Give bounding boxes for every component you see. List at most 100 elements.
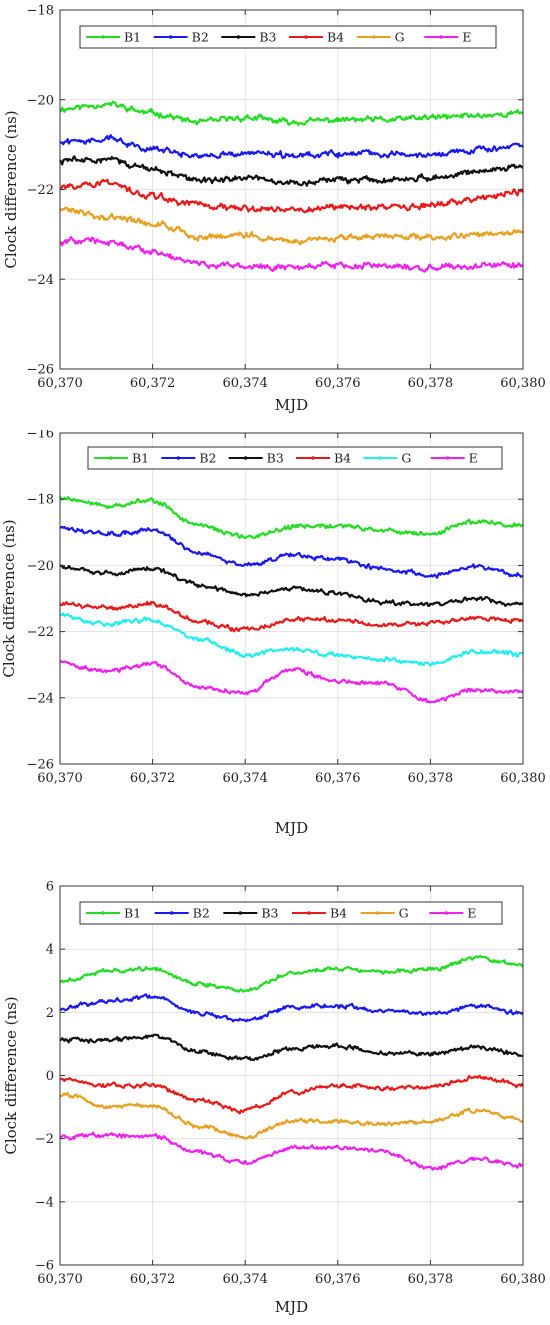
y-tick-label: 6 xyxy=(46,880,54,895)
x-tick-label: 60,376 xyxy=(315,1272,361,1287)
x-tick-label: 60,380 xyxy=(500,376,546,391)
x-tick-label: 60,376 xyxy=(315,771,361,786)
x-axis-title: MJD xyxy=(275,819,308,837)
series-line-b4 xyxy=(59,600,524,633)
series-line-b4 xyxy=(59,178,525,214)
x-axis-title: MJD xyxy=(275,396,308,414)
series-line-b1 xyxy=(58,496,524,540)
legend-label-b3: B3 xyxy=(267,451,284,466)
series-line-b4 xyxy=(59,1074,524,1115)
y-axis-title: Clock difference (ns) xyxy=(2,110,20,268)
legend-label-b4: B4 xyxy=(330,906,347,921)
legend-label-e: E xyxy=(469,451,478,466)
legend-marker-b4 xyxy=(304,35,308,39)
series-line-g xyxy=(59,206,524,246)
x-axis-title: MJD xyxy=(275,1298,308,1316)
x-tick-label: 60,380 xyxy=(500,771,546,786)
grid xyxy=(59,885,524,1266)
x-tick-label: 60,380 xyxy=(500,1272,546,1287)
y-tick-label: −18 xyxy=(27,493,54,508)
legend-marker-b3 xyxy=(238,911,243,915)
legend-marker-g xyxy=(375,911,380,915)
y-tick-label: −22 xyxy=(27,183,54,198)
series-line-b1 xyxy=(59,100,524,126)
legend-marker-e xyxy=(445,456,450,460)
x-tick-label: 60,370 xyxy=(37,1272,83,1287)
legend-label-e: E xyxy=(467,906,476,921)
series-line-e xyxy=(59,236,524,273)
chart-panel-3: 60,370 60,372 60,374 60,376 60,378 60,380 −6 −4… xyxy=(0,860,550,1321)
legend-marker-b1 xyxy=(109,456,113,460)
series-line-b2 xyxy=(59,134,524,160)
legend-marker-g xyxy=(371,35,376,39)
y-tick-label: −6 xyxy=(35,1259,54,1274)
y-tick-label: −2 xyxy=(35,1132,54,1147)
legend-marker-b4 xyxy=(307,911,311,915)
legend-label-b4: B4 xyxy=(334,451,351,466)
y-tick-label: −4 xyxy=(35,1195,54,1210)
y-tick-label: −26 xyxy=(27,363,54,378)
x-tick-label: 60,376 xyxy=(315,376,361,391)
y-tick-label: −22 xyxy=(27,625,54,640)
chart-panel-2: 60,370 60,372 60,374 60,376 60,378 60,380 −26 −… xyxy=(0,427,550,860)
x-tick-label: 60,370 xyxy=(37,771,83,786)
x-tick-label: 60,374 xyxy=(222,1272,268,1287)
series-line-b3 xyxy=(59,564,524,607)
legend-marker-b4 xyxy=(311,456,315,460)
legend-marker-g xyxy=(378,456,383,460)
x-tick-label: 60,372 xyxy=(130,771,176,786)
legend-label-b2: B2 xyxy=(193,906,210,921)
y-axis-title: Clock difference (ns) xyxy=(2,996,20,1154)
legend-marker-b3 xyxy=(243,456,248,460)
series-line-g xyxy=(59,612,524,667)
series-line-b2 xyxy=(59,525,524,579)
legend-label-b2: B2 xyxy=(199,451,216,466)
y-tick-label: −26 xyxy=(27,758,54,773)
legend-box xyxy=(87,446,503,470)
series-line-b1 xyxy=(59,954,524,993)
chart-3: 60,370 60,372 60,374 60,376 60,378 60,380 −6 −4… xyxy=(2,880,546,1317)
series-line-b3 xyxy=(59,155,524,187)
x-tick-label: 60,378 xyxy=(408,1272,454,1287)
legend-box xyxy=(79,901,503,925)
chart-panel-1: 60,370 60,372 60,374 60,376 60,378 60,380 −26 −… xyxy=(0,0,550,430)
legend-label-b3: B3 xyxy=(261,906,278,921)
series-line-g xyxy=(59,1092,524,1140)
legend-label-b2: B2 xyxy=(192,30,209,45)
legend-marker-b3 xyxy=(236,35,241,39)
y-tick-label: −24 xyxy=(27,273,54,288)
series-line-e xyxy=(59,660,524,704)
y-axis-title: Clock difference (ns) xyxy=(0,519,18,677)
legend-label-b1: B1 xyxy=(132,451,149,466)
y-tick-label: 2 xyxy=(46,1006,54,1021)
legend-marker-e xyxy=(444,911,449,915)
legend-label-g: G xyxy=(401,451,411,466)
series-line-e xyxy=(59,1131,524,1171)
chart-1: 60,370 60,372 60,374 60,376 60,378 60,380 −26 −… xyxy=(2,4,546,415)
legend-label-b3: B3 xyxy=(259,30,276,45)
legend: B1 B2 B3 B4 G E xyxy=(87,446,503,470)
y-tick-label: 4 xyxy=(46,943,54,958)
legend-label-b4: B4 xyxy=(327,30,344,45)
legend-marker-e xyxy=(439,35,444,39)
x-tick-label: 60,378 xyxy=(408,771,454,786)
legend-marker-b2 xyxy=(176,456,181,460)
legend-label-e: E xyxy=(462,30,471,45)
y-tick-label: 0 xyxy=(46,1069,54,1084)
legend-marker-b2 xyxy=(168,35,173,39)
y-tick-label: −18 xyxy=(27,4,54,19)
legend: B1 B2 B3 B4 G E xyxy=(79,25,497,49)
legend-label-g: G xyxy=(395,30,405,45)
legend-label-b1: B1 xyxy=(124,30,141,45)
x-tick-label: 60,370 xyxy=(37,376,83,391)
y-tick-label: −24 xyxy=(27,691,54,706)
legend-label-b1: B1 xyxy=(124,906,141,921)
legend-marker-b1 xyxy=(101,911,105,915)
y-tick-label: −20 xyxy=(27,559,54,574)
x-tick-label: 60,374 xyxy=(222,771,268,786)
x-tick-label: 60,378 xyxy=(408,376,454,391)
series-line-b3 xyxy=(59,1033,524,1062)
legend: B1 B2 B3 B4 G E xyxy=(79,901,503,925)
x-tick-label: 60,374 xyxy=(222,376,268,391)
y-tick-label: −16 xyxy=(27,430,54,442)
